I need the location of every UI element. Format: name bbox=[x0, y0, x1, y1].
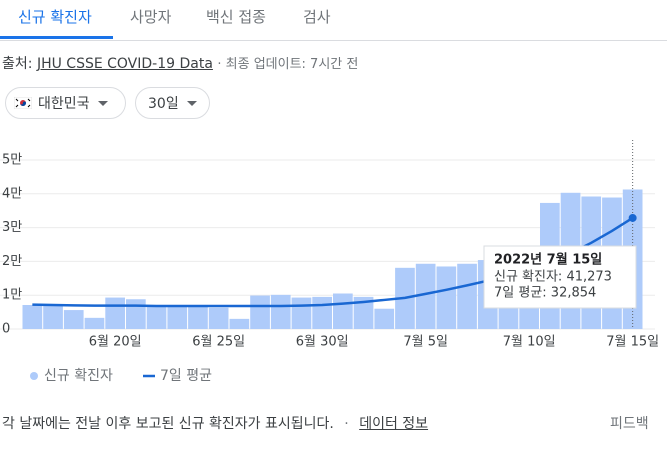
updated: · 최종 업데이트: 7시간 전 bbox=[217, 57, 359, 72]
bar bbox=[208, 307, 229, 329]
bar bbox=[374, 308, 395, 329]
bar bbox=[415, 263, 436, 329]
chart: 0 1만 2만 3만 4만 5만 6월 20일 6월 25일 6월 30일 7월 5일 7월 10일… bbox=[0, 140, 659, 384]
bar bbox=[312, 296, 332, 329]
feedback[interactable]: 피드백 bbox=[610, 416, 649, 432]
bar bbox=[229, 318, 250, 329]
range-label: 30일 bbox=[148, 96, 179, 112]
y-tick-label: 2만 bbox=[2, 254, 22, 269]
bar bbox=[436, 266, 457, 329]
y-tick-label: 3만 bbox=[2, 220, 22, 235]
divider bbox=[0, 40, 667, 41]
region-label: 대한민국 bbox=[38, 96, 90, 112]
bar bbox=[126, 299, 146, 329]
y-tick-label: 1만 bbox=[2, 288, 22, 303]
bar bbox=[22, 305, 43, 329]
range-dropdown[interactable]: 30일 bbox=[135, 87, 210, 119]
x-tick-label: 6월 20일 bbox=[89, 335, 142, 350]
separator: · bbox=[344, 416, 349, 432]
data-info-link[interactable]: 데이터 정보 bbox=[359, 416, 429, 432]
bar bbox=[250, 295, 270, 329]
footer: 각 날짜에는 전날 이후 보고된 신규 확진자가 표시됩니다. · 데이터 정보 bbox=[2, 413, 428, 433]
region-dropdown[interactable]: 대한민국 bbox=[5, 87, 126, 119]
tooltip-title: 2022년 7월 15일 bbox=[494, 252, 602, 268]
tab[interactable]: 백신 접종 bbox=[206, 8, 266, 26]
bar bbox=[353, 296, 374, 329]
source-prefix: 출처: bbox=[2, 56, 33, 72]
tab[interactable]: 검사 bbox=[303, 8, 331, 26]
x-tick-label: 7월 5일 bbox=[403, 335, 448, 350]
source-line: 출처: JHU CSSE COVID-19 Data · 최종 업데이트: 7시… bbox=[2, 53, 358, 73]
x-tick-label: 7월 15일 bbox=[606, 335, 659, 350]
bar bbox=[270, 294, 291, 329]
flag-icon bbox=[14, 97, 32, 109]
tooltip-line: 7일 평균: 32,854 bbox=[494, 286, 596, 301]
bar bbox=[167, 306, 188, 329]
bar bbox=[333, 293, 353, 329]
footer-note: 각 날짜에는 전날 이후 보고된 신규 확진자가 표시됩니다. bbox=[2, 416, 334, 432]
bar bbox=[63, 310, 84, 329]
y-tick-label: 0 bbox=[2, 322, 10, 337]
x-tick-label: 6월 30일 bbox=[296, 335, 349, 350]
source-link[interactable]: JHU CSSE COVID-19 Data bbox=[36, 56, 213, 72]
legend-label: 7일 평균 bbox=[160, 368, 212, 384]
bar bbox=[43, 305, 63, 329]
tab-indicator bbox=[0, 36, 113, 39]
tab[interactable]: 사망자 bbox=[130, 8, 172, 26]
y-tick-label: 4만 bbox=[2, 186, 22, 201]
hover-point bbox=[628, 213, 637, 222]
tooltip-box bbox=[483, 245, 637, 309]
x-tick-label: 7월 10일 bbox=[503, 335, 556, 350]
legend-label: 신규 확진자 bbox=[44, 368, 113, 384]
tooltip-line: 신규 확진자: 41,273 bbox=[494, 270, 612, 285]
bar bbox=[188, 306, 208, 329]
x-tick-label: 6월 25일 bbox=[192, 335, 245, 350]
bar bbox=[84, 317, 105, 329]
bar bbox=[457, 263, 477, 329]
tab[interactable]: 신규 확진자 bbox=[18, 8, 92, 26]
bar bbox=[146, 305, 167, 329]
bar bbox=[291, 297, 312, 329]
bar bbox=[105, 297, 125, 329]
y-tick-label: 5만 bbox=[2, 153, 22, 168]
legend-swatch bbox=[30, 372, 38, 380]
